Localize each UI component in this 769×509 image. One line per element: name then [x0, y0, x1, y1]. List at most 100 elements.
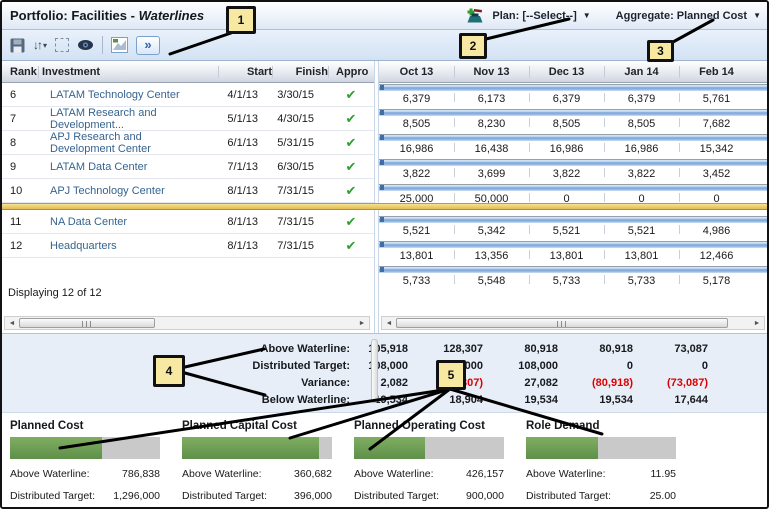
aggregate-dropdown-arrow-icon[interactable]: ▼: [753, 10, 761, 20]
scrollbar-grip: [557, 321, 567, 327]
save-icon[interactable]: [10, 35, 25, 55]
card-title: Planned Capital Cost: [182, 420, 298, 432]
aggregate-dropdown-label: Aggregate: Planned Cost: [615, 9, 748, 22]
month-header[interactable]: Dec 13: [529, 65, 604, 78]
rank-cell: 8: [10, 136, 17, 149]
card-progress-bar: [182, 437, 332, 459]
callout-1: 1: [226, 6, 256, 34]
investment-row[interactable]: 10 APJ Technology Center 8/1/13 7/31/15 …: [2, 179, 374, 203]
toolbar: ↓↑ ▾ »: [2, 30, 767, 61]
gantt-row: 13,801 13,356 13,801 13,801 12,466: [379, 241, 767, 265]
investment-link[interactable]: APJ Technology Center: [50, 184, 165, 197]
value-cell: 5,733: [402, 275, 431, 287]
value-cell: 5,178: [679, 275, 754, 287]
investments-panel: Rank Investment Start Finish Appro 6 LAT…: [2, 61, 374, 333]
scroll-left-arrow-icon[interactable]: ◄: [8, 319, 16, 327]
months-header-row: Oct 13 Nov 13 Dec 13 Jan 14 Feb 14: [379, 61, 767, 83]
investment-row[interactable]: 12 Headquarters 8/1/13 7/31/15 ✔: [2, 234, 374, 258]
summary-row: Distributed Target: 108,000 108,000 108,…: [2, 357, 767, 374]
chart-export-icon[interactable]: [111, 35, 129, 55]
marquee-select-icon[interactable]: [55, 35, 70, 55]
summary-value-cell: 17,644: [674, 393, 708, 406]
card-title: Planned Cost: [10, 420, 84, 432]
gantt-row: 5,521 5,342 5,521 5,521 4,986: [379, 216, 767, 240]
rank-cell: 7: [10, 112, 17, 125]
investment-link[interactable]: Headquarters: [50, 239, 117, 252]
plan-dropdown[interactable]: Plan: [--Select--] ▼: [492, 10, 590, 22]
investment-link[interactable]: NA Data Center: [50, 215, 128, 228]
start-cell: 8/1/13: [227, 239, 258, 252]
value-cell: 5,761: [679, 93, 754, 105]
summary-label-distributed-target: Distributed Target:: [252, 359, 350, 372]
metric-card-planned-cost: Planned Cost Above Waterline: 786,838 Dis…: [10, 420, 160, 502]
value-cell: 6,379: [402, 93, 431, 105]
start-cell: 4/1/13: [227, 88, 258, 101]
investment-row[interactable]: 6 LATAM Technology Center 4/1/13 3/30/15…: [2, 83, 374, 107]
approved-check-icon: ✔: [345, 182, 357, 198]
scroll-left-arrow-icon[interactable]: ◄: [385, 319, 393, 327]
card-target-label: Distributed Target:: [526, 490, 612, 502]
investment-link[interactable]: LATAM Technology Center: [50, 88, 180, 101]
aggregate-dropdown[interactable]: Aggregate: Planned Cost ▼: [616, 10, 761, 22]
value-cell: 6,173: [454, 93, 529, 105]
value-cell: 15,342: [679, 143, 754, 155]
summary-value-cell: 108,000: [518, 359, 558, 372]
card-target-value: 396,000: [294, 490, 332, 502]
investment-row[interactable]: 8 APJ Research and Development Center 6/…: [2, 131, 374, 155]
month-header[interactable]: Oct 13: [399, 65, 434, 78]
waterline-bar[interactable]: [2, 203, 767, 210]
investment-row[interactable]: 7 LATAM Research and Development... 5/1/…: [2, 107, 374, 131]
value-cell: 8,505: [402, 118, 431, 130]
card-above-label: Above Waterline:: [182, 468, 262, 480]
investment-link[interactable]: LATAM Data Center: [50, 160, 148, 173]
gantt-row: 6,379 6,173 6,379 6,379 5,761: [379, 84, 767, 108]
plan-dropdown-label: Plan: [--Select--]: [492, 9, 577, 22]
rank-cell: 10: [10, 184, 23, 197]
gantt-bar: [379, 184, 767, 191]
month-header[interactable]: Feb 14: [679, 65, 754, 78]
month-header[interactable]: Jan 14: [604, 65, 679, 78]
gantt-bar-marker: [380, 110, 384, 115]
summary-value-cell: 80,918: [599, 342, 633, 355]
column-header-start[interactable]: Start: [218, 65, 272, 78]
plan-dropdown-arrow-icon[interactable]: ▼: [582, 10, 591, 20]
value-cell: 6,379: [604, 93, 679, 105]
value-cell: 3,699: [454, 168, 529, 180]
left-horizontal-scrollbar[interactable]: ◄ ►: [4, 316, 370, 330]
gantt-row: 25,000 50,000 0 0 0: [379, 184, 767, 208]
scrollbar-thumb[interactable]: [396, 318, 728, 328]
start-cell: 5/1/13: [227, 112, 258, 125]
card-target-value: 25.00: [649, 490, 676, 502]
value-cell: 8,230: [454, 118, 529, 130]
rank-cell: 11: [10, 215, 22, 228]
investment-link[interactable]: APJ Research and Development Center: [50, 130, 151, 155]
sort-icon[interactable]: ↓↑ ▾: [33, 35, 47, 55]
card-target-label: Distributed Target:: [182, 490, 268, 502]
investment-link[interactable]: LATAM Research and Development...: [50, 106, 157, 131]
summary-value-cell: 0: [626, 359, 633, 372]
column-header-rank[interactable]: Rank: [10, 65, 37, 78]
value-cell: 0: [529, 193, 604, 205]
column-header-investment[interactable]: Investment: [38, 65, 218, 78]
value-cell: 6,379: [529, 93, 604, 105]
right-horizontal-scrollbar[interactable]: ◄ ►: [381, 316, 765, 330]
add-plan-icon[interactable]: [465, 6, 485, 26]
page-title-emphasis: Waterlines: [138, 8, 205, 23]
investment-row[interactable]: 9 LATAM Data Center 7/1/13 6/30/15 ✔: [2, 155, 374, 179]
summary-value-cell: 19,534: [524, 393, 558, 406]
eye-icon[interactable]: [77, 35, 94, 55]
finish-cell: 5/31/15: [277, 136, 314, 149]
summary-scrollbar[interactable]: [371, 339, 378, 403]
scrollbar-grip: [82, 321, 92, 327]
month-header[interactable]: Nov 13: [454, 65, 529, 78]
column-header-finish[interactable]: Finish: [272, 65, 328, 78]
scrollbar-thumb[interactable]: [19, 318, 155, 328]
investment-row[interactable]: 11 NA Data Center 8/1/13 7/31/15 ✔: [2, 210, 374, 234]
scroll-right-arrow-icon[interactable]: ►: [358, 319, 366, 327]
finish-cell: 3/30/15: [277, 88, 314, 101]
more-tools-button[interactable]: »: [136, 35, 161, 55]
waterline-summary: Above Waterline: 105,918 128,307 80,918 …: [2, 333, 767, 412]
column-header-approved[interactable]: Appro: [328, 65, 374, 78]
scroll-right-arrow-icon[interactable]: ►: [753, 319, 761, 327]
gantt-row: 3,822 3,699 3,822 3,822 3,452: [379, 159, 767, 183]
